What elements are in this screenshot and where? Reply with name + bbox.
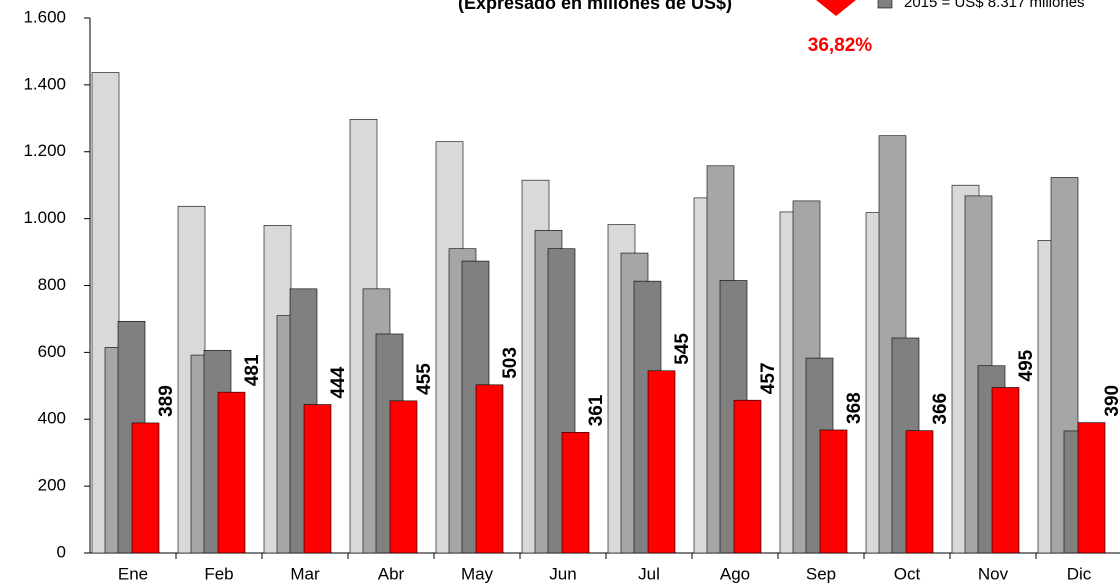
x-tick-label: May bbox=[461, 564, 494, 583]
bar bbox=[819, 429, 848, 554]
data-label: 389 bbox=[156, 385, 177, 417]
data-label: 444 bbox=[328, 366, 349, 398]
bar bbox=[217, 391, 246, 554]
y-tick-label: 800 bbox=[38, 275, 66, 294]
y-tick-label: 200 bbox=[38, 476, 66, 495]
chart-title: (Expresado en millones de US$) bbox=[458, 0, 732, 13]
legend-label: 2015 = US$ 8.317 millones bbox=[904, 0, 1085, 11]
data-label: 390 bbox=[1102, 385, 1120, 417]
y-tick-label: 1.200 bbox=[23, 141, 66, 160]
annotation: 36,82% bbox=[808, 35, 873, 56]
x-tick-label: Jun bbox=[549, 564, 576, 583]
x-tick-label: Ago bbox=[720, 564, 750, 583]
y-tick-label: 600 bbox=[38, 342, 66, 361]
data-label: 503 bbox=[500, 347, 521, 379]
data-label: 455 bbox=[414, 363, 435, 395]
data-label: 361 bbox=[586, 394, 607, 426]
data-label: 495 bbox=[1016, 349, 1037, 381]
bar bbox=[303, 404, 332, 554]
bar bbox=[1077, 422, 1106, 554]
x-tick-label: Oct bbox=[894, 564, 921, 583]
x-tick-label: Feb bbox=[204, 564, 233, 583]
bar bbox=[131, 422, 160, 554]
y-tick-label: 1.000 bbox=[23, 208, 66, 227]
y-tick-label: 1.600 bbox=[23, 7, 66, 26]
down-arrow bbox=[816, 0, 856, 16]
legend-swatch bbox=[877, 0, 893, 9]
y-tick-label: 1.400 bbox=[23, 74, 66, 93]
bar bbox=[647, 370, 676, 554]
bar bbox=[905, 430, 934, 554]
data-label: 368 bbox=[844, 392, 865, 424]
y-tick-label: 0 bbox=[57, 542, 66, 561]
y-tick-label: 400 bbox=[38, 409, 66, 428]
x-tick-label: Dic bbox=[1067, 564, 1092, 583]
x-tick-label: Abr bbox=[378, 564, 405, 583]
x-tick-label: Nov bbox=[978, 564, 1009, 583]
bar bbox=[991, 387, 1020, 554]
data-label: 457 bbox=[758, 362, 779, 394]
bar bbox=[561, 431, 590, 554]
bar bbox=[475, 384, 504, 554]
x-tick-label: Mar bbox=[290, 564, 320, 583]
x-tick-label: Jul bbox=[638, 564, 660, 583]
x-tick-label: Ene bbox=[118, 564, 148, 583]
data-label: 545 bbox=[672, 333, 693, 365]
bar bbox=[389, 400, 418, 554]
data-label: 366 bbox=[930, 393, 951, 425]
bar bbox=[733, 399, 762, 554]
data-label: 481 bbox=[242, 354, 263, 386]
x-tick-label: Sep bbox=[806, 564, 836, 583]
